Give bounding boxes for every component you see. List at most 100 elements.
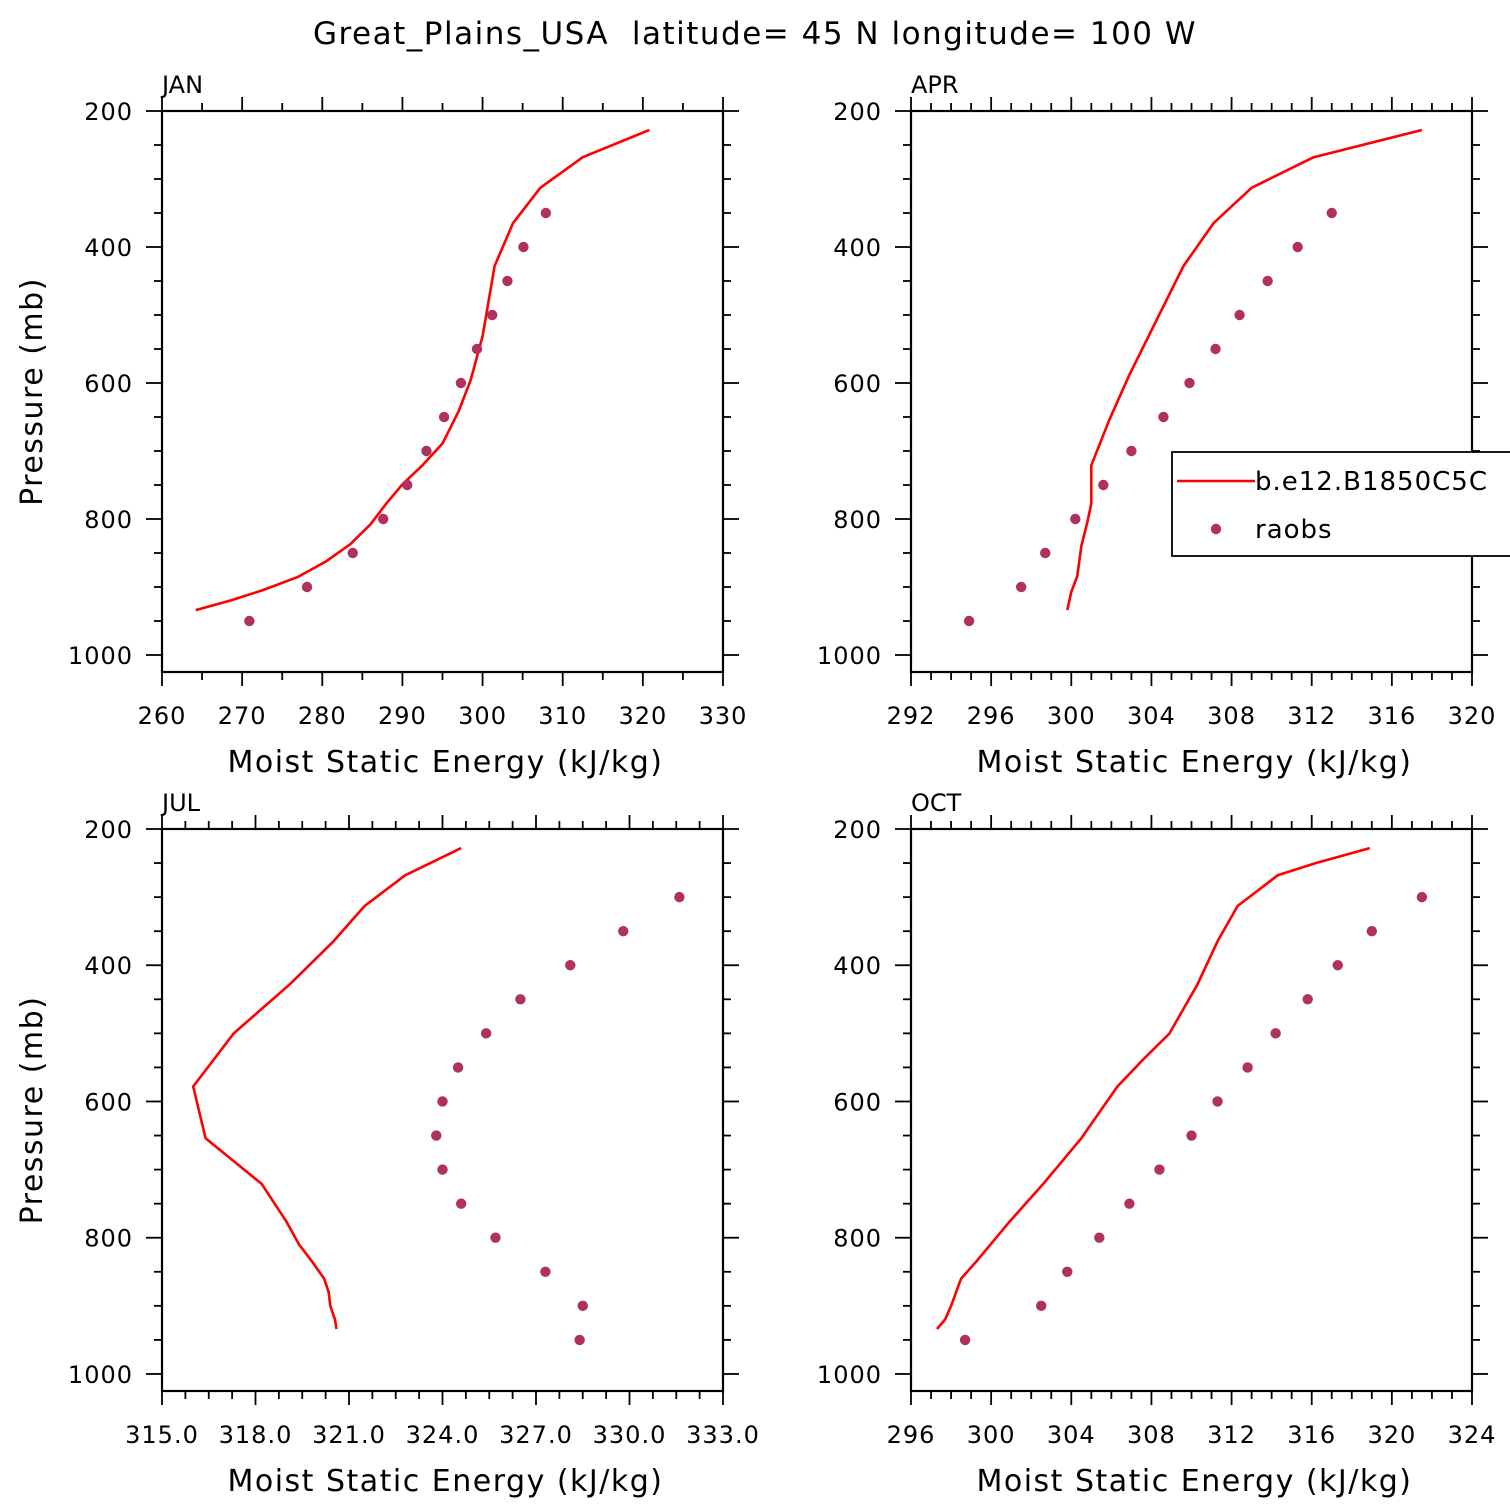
x-tick-label: 290 <box>378 702 427 730</box>
obs-point <box>1070 513 1081 525</box>
obs-point <box>1242 1062 1253 1073</box>
legend-marker-swatch <box>1210 523 1222 535</box>
y-tick-label: 1000 <box>817 1361 882 1389</box>
obs-point <box>1262 275 1273 287</box>
x-axis-label: Moist Static Energy (kJ/kg) <box>227 1464 663 1499</box>
x-tick-label: 330 <box>699 702 748 730</box>
model-line <box>1066 128 1423 611</box>
obs-point <box>1126 445 1137 457</box>
y-axis-label: Pressure (mb) <box>15 277 50 506</box>
obs-point <box>565 960 576 971</box>
obs-point <box>518 241 529 253</box>
obs-point <box>1234 309 1245 321</box>
y-tick-label: 1000 <box>68 1361 133 1389</box>
obs-point <box>486 309 498 321</box>
obs-point <box>1186 1130 1197 1141</box>
x-tick-label: 304 <box>1047 1421 1096 1449</box>
panel-apr: 292 296 300 304 308 312 316 320 200 400 600 800 1000… <box>817 71 1497 780</box>
x-tick-label: 330.0 <box>593 1421 667 1449</box>
obs-point <box>437 1096 448 1107</box>
obs-point <box>452 1062 464 1073</box>
x-axis-label: Moist Static Energy (kJ/kg) <box>976 745 1412 780</box>
x-tick-label: 292 <box>887 702 936 730</box>
y-tick-label: 800 <box>833 506 882 534</box>
x-tick-label: 316 <box>1367 702 1416 730</box>
x-tick-label: 280 <box>298 702 347 730</box>
panel-jul: 315.0 318.0 321.0 324.0 327.0 330.0 333.0 200 40… <box>15 789 760 1499</box>
model-line <box>191 846 462 1330</box>
obs-point <box>471 343 483 355</box>
panels: 260 270 280 290 300 310 320 330 200 400 600 800 1000… <box>15 71 1510 1499</box>
x-tick-label: 308 <box>1207 702 1256 730</box>
x-tick-label: 315.0 <box>125 1421 199 1449</box>
y-tick-label: 400 <box>84 952 133 980</box>
obs-point <box>574 1334 585 1346</box>
plot-frame <box>909 827 1474 1393</box>
obs-point <box>1326 207 1337 219</box>
obs-point <box>1302 994 1313 1005</box>
x-tick-label: 300 <box>967 1421 1016 1449</box>
obs-point <box>1416 891 1428 903</box>
obs-point <box>1270 1028 1281 1039</box>
y-tick-label: 400 <box>833 952 882 980</box>
y-axis-label: Pressure (mb) <box>15 996 50 1225</box>
x-tick-label: 304 <box>1127 702 1176 730</box>
y-tick-label: 1000 <box>817 642 882 670</box>
obs-point <box>301 581 313 593</box>
obs-point <box>1015 581 1027 593</box>
y-tick-label: 600 <box>84 370 133 398</box>
obs-point <box>431 1130 442 1141</box>
obs-point <box>577 1300 588 1312</box>
x-tick-label: 296 <box>967 702 1016 730</box>
obs-point <box>377 513 389 525</box>
obs-point <box>1366 925 1378 937</box>
obs-point <box>515 994 526 1005</box>
x-tick-label: 320 <box>1448 702 1497 730</box>
data-layer <box>191 846 685 1346</box>
y-tick-label: 800 <box>833 1225 882 1253</box>
obs-point <box>959 1334 971 1346</box>
x-tick-label: 321.0 <box>312 1421 386 1449</box>
obs-point <box>1158 411 1169 423</box>
obs-point <box>455 377 467 389</box>
x-tick-label: 324.0 <box>406 1421 480 1449</box>
obs-point <box>1212 1096 1223 1107</box>
y-tick-label: 200 <box>84 98 133 126</box>
obs-point <box>502 275 513 287</box>
obs-point <box>480 1028 492 1039</box>
panel-jan: 260 270 280 290 300 310 320 330 200 400 600 800 1000… <box>15 71 748 780</box>
x-tick-label: 318.0 <box>219 1421 293 1449</box>
obs-point <box>438 411 450 423</box>
obs-point <box>490 1232 501 1243</box>
y-tick-label: 400 <box>84 234 133 262</box>
obs-point <box>347 547 358 559</box>
y-tick-label: 600 <box>84 1088 133 1116</box>
x-axis-label: Moist Static Energy (kJ/kg) <box>227 745 663 780</box>
x-tick-label: 333.0 <box>686 1421 760 1449</box>
obs-point <box>1094 1232 1105 1243</box>
obs-point <box>1036 1300 1047 1312</box>
x-tick-label: 312 <box>1207 1421 1256 1449</box>
obs-point <box>402 479 413 491</box>
y-tick-label: 400 <box>833 234 882 262</box>
obs-point <box>540 1266 551 1277</box>
x-tick-label: 308 <box>1127 1421 1176 1449</box>
obs-point <box>1062 1266 1073 1277</box>
plot-frame <box>160 827 725 1393</box>
obs-point <box>1332 960 1343 971</box>
obs-point <box>437 1164 448 1175</box>
y-tick-label: 200 <box>84 816 133 844</box>
y-tick-label: 200 <box>833 816 882 844</box>
obs-point <box>963 615 975 627</box>
data-layer <box>195 128 650 627</box>
x-tick-label: 320 <box>1367 1421 1416 1449</box>
panel-title: JUL <box>160 789 201 817</box>
x-tick-label: 316 <box>1287 1421 1336 1449</box>
obs-point <box>674 891 685 903</box>
obs-point <box>1210 343 1221 355</box>
model-line <box>195 128 650 612</box>
model-line <box>936 846 1371 1330</box>
legend-label-obs: raobs <box>1255 515 1333 545</box>
x-tick-label: 300 <box>1047 702 1096 730</box>
